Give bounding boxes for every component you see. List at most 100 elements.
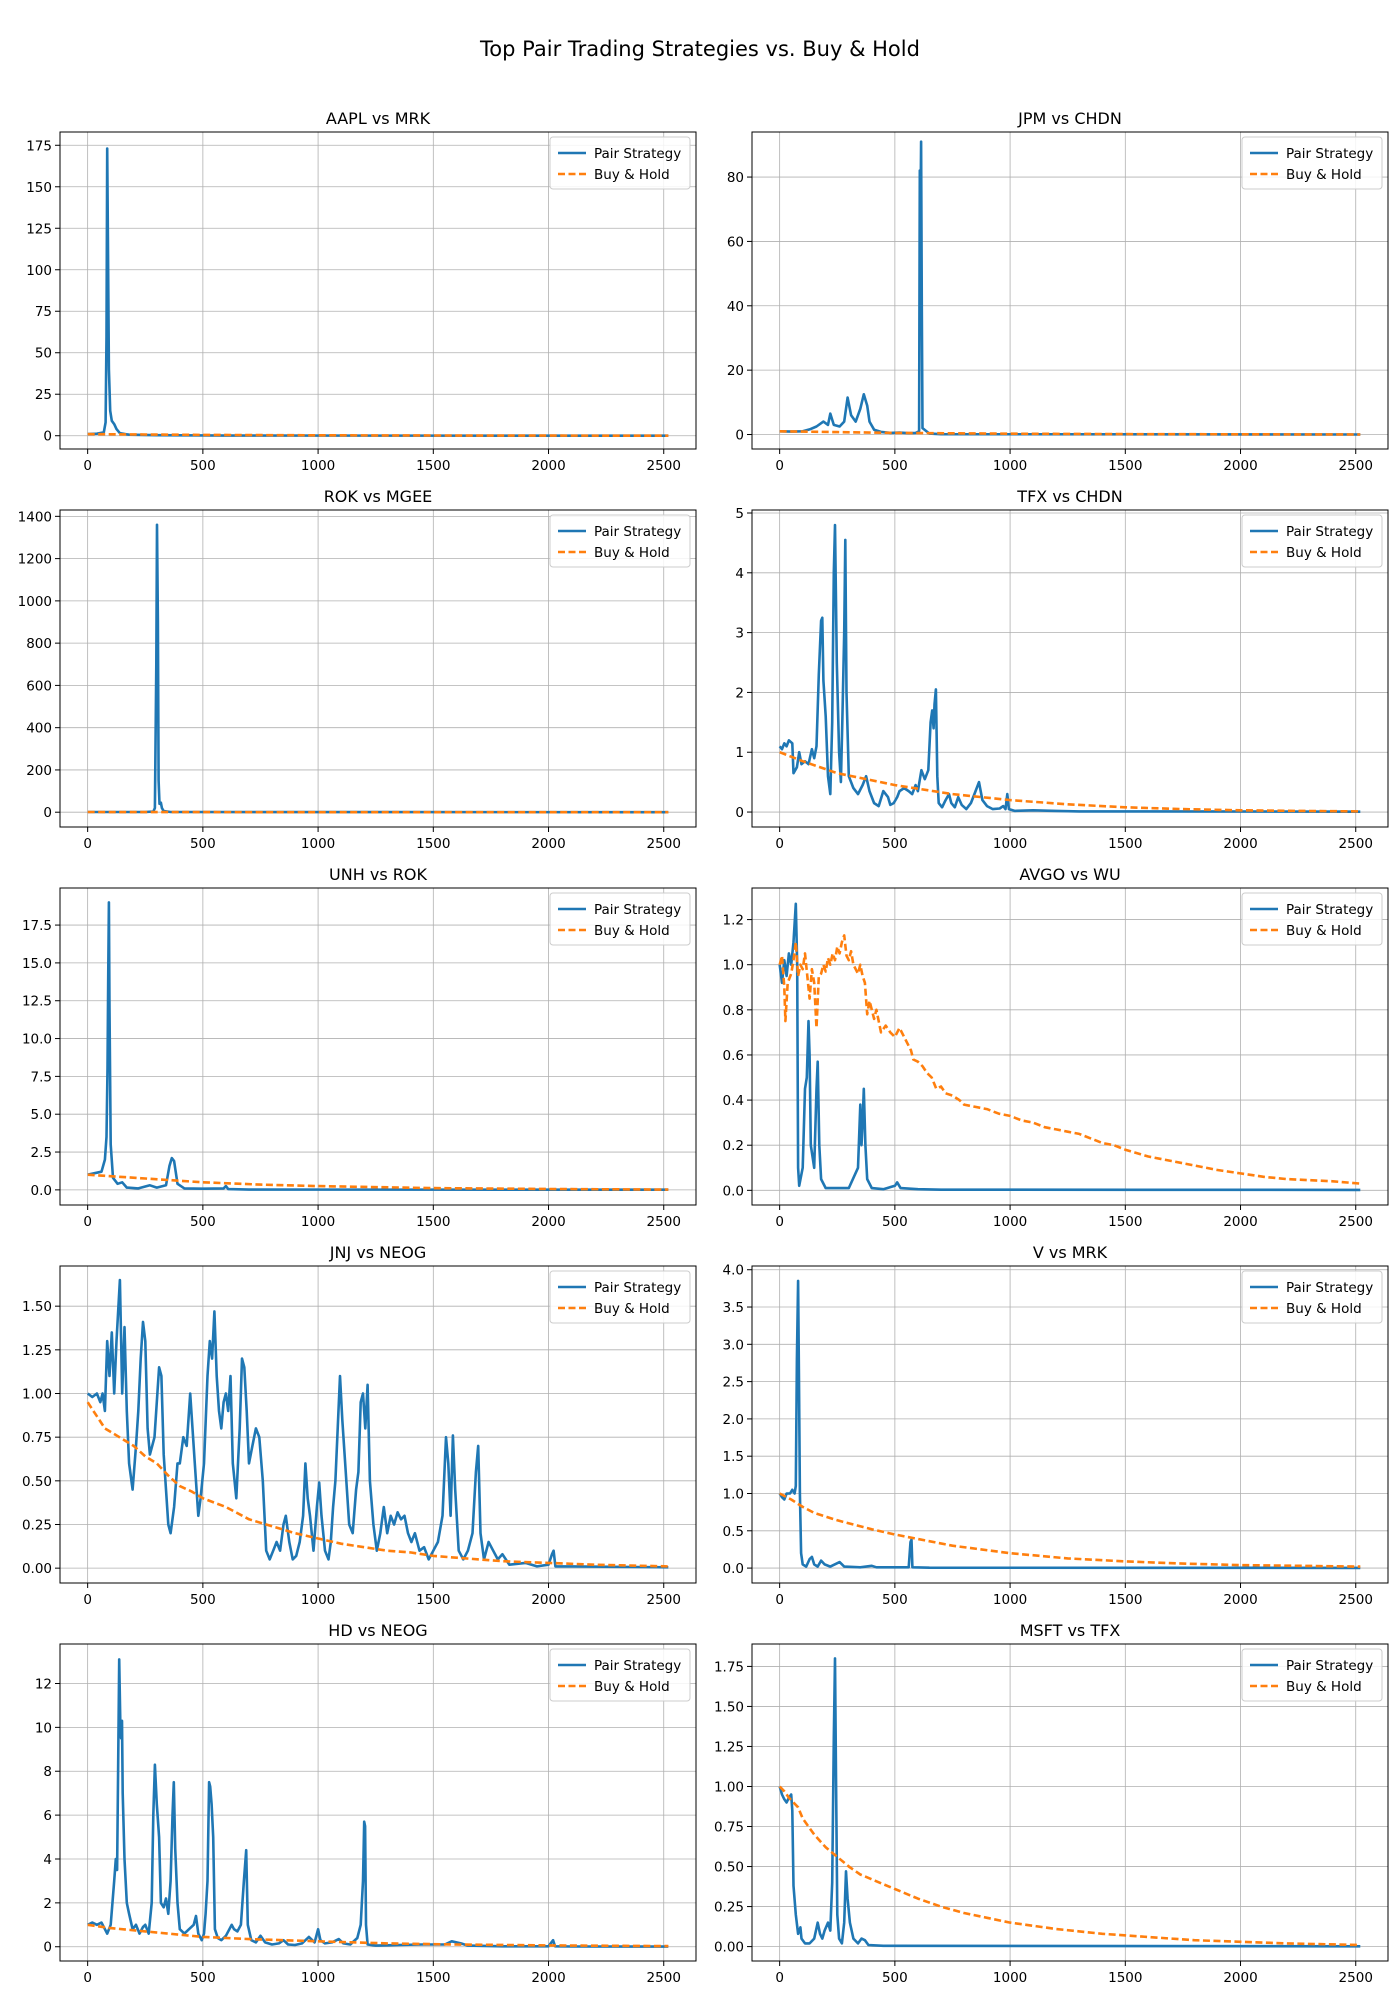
legend-label: Buy & Hold — [1286, 1679, 1362, 1695]
x-tick-label: 1000 — [993, 458, 1027, 474]
y-tick-label: 1.50 — [714, 1699, 744, 1715]
plot-frame — [751, 509, 1389, 828]
series-lines — [779, 140, 1361, 436]
legend: Pair Strategy Buy & Hold — [1241, 1648, 1383, 1702]
y-tick-label: 1.5 — [723, 1449, 744, 1465]
y-tick-label: 25 — [35, 387, 52, 403]
y-tick-label: 0 — [43, 1940, 52, 1956]
y-tick-label: 200 — [26, 763, 52, 779]
y-tick-label: 100 — [26, 263, 52, 279]
y-tick-label: 5 — [735, 506, 744, 522]
subplot-8: V vs MRK 0 500 1000 1500 2000 2500 0.0 0.5 1.0 1.5… — [723, 1243, 1389, 1608]
x-tick-label: 500 — [882, 458, 908, 474]
x-tick-label: 500 — [190, 458, 216, 474]
legend-label: Buy & Hold — [594, 1679, 670, 1695]
subplot-6: AVGO vs WU 0 500 1000 1500 2000 2500 0.0 0.2 0.4 0… — [723, 865, 1389, 1230]
legend-label: Pair Strategy — [594, 146, 681, 162]
subplot-1: AAPL vs MRK 0 500 1000 1500 2000 2500 0 25 50 75 10… — [26, 109, 697, 474]
y-tick-label: 75 — [35, 304, 52, 320]
y-tick-label: 800 — [26, 636, 52, 652]
x-tick-label: 2500 — [1339, 1970, 1373, 1986]
plot-frame — [751, 887, 1389, 1206]
x-tick-label: 2000 — [1223, 836, 1257, 852]
legend-label: Buy & Hold — [594, 1301, 670, 1317]
x-tick-label: 1000 — [301, 1970, 335, 1986]
legend-box — [549, 136, 691, 190]
y-tick-label: 1.00 — [22, 1386, 52, 1402]
x-tick-label: 2500 — [1339, 836, 1373, 852]
buy-hold-line — [778, 934, 1361, 1185]
x-tick-label: 0 — [83, 1214, 92, 1230]
subplot-2: JPM vs CHDN 0 500 1000 1500 2000 2500 0 20 40 60 80… — [727, 109, 1389, 474]
series-lines — [778, 1657, 1361, 1948]
y-tick-label: 20 — [727, 363, 744, 379]
x-tick-label: 2000 — [531, 458, 565, 474]
legend-label: Pair Strategy — [1286, 902, 1373, 918]
y-tick-label: 4 — [735, 566, 744, 582]
buy-hold-line — [87, 1923, 669, 1948]
legend-label: Buy & Hold — [1286, 545, 1362, 561]
gridlines — [60, 888, 696, 1205]
y-tick-label: 3.0 — [723, 1337, 744, 1353]
subplot-5: UNH vs ROK 0 500 1000 1500 2000 2500 0.0 2.5 5.0 7… — [22, 865, 697, 1230]
y-tick-label: 12.5 — [22, 994, 52, 1010]
x-tick-label: 500 — [190, 836, 216, 852]
x-tick-label: 1000 — [301, 836, 335, 852]
y-tick-label: 0.50 — [22, 1474, 52, 1490]
x-tick-label: 500 — [882, 1214, 908, 1230]
y-tick-label: 0.00 — [22, 1561, 52, 1577]
pair-strategy-line — [87, 901, 669, 1191]
y-tick-label: 0 — [735, 428, 744, 444]
buy-hold-line — [779, 1492, 1361, 1568]
x-tick-label: 0 — [83, 836, 92, 852]
pair-strategy-line — [778, 1279, 1361, 1570]
y-tick-label: 1.00 — [714, 1779, 744, 1795]
y-tick-label: 7.5 — [31, 1069, 52, 1085]
x-tick-label: 1500 — [416, 1592, 450, 1608]
y-tick-label: 0.5 — [723, 1524, 744, 1540]
plot-frame — [59, 131, 697, 450]
x-tick-label: 0 — [775, 1592, 784, 1608]
gridlines — [60, 1266, 696, 1583]
legend: Pair Strategy Buy & Hold — [549, 1270, 691, 1324]
y-tick-label: 0.6 — [723, 1048, 744, 1064]
y-tick-label: 0 — [43, 429, 52, 445]
x-tick-label: 2500 — [647, 1970, 681, 1986]
subplot-title: UNH vs ROK — [329, 865, 427, 884]
subplot-9: HD vs NEOG 0 500 1000 1500 2000 2500 0 2 4 6 8 10 12 P… — [35, 1621, 697, 1986]
x-tick-label: 0 — [83, 1592, 92, 1608]
y-tick-label: 17.5 — [22, 918, 52, 934]
y-tick-label: 175 — [26, 138, 52, 154]
legend: Pair Strategy Buy & Hold — [549, 1648, 691, 1702]
y-tick-label: 1400 — [18, 509, 52, 525]
series-lines — [86, 1278, 669, 1569]
y-tick-label: 12 — [35, 1676, 52, 1692]
x-tick-label: 2000 — [1223, 1970, 1257, 1986]
x-tick-label: 1000 — [301, 458, 335, 474]
subplot-4: TFX vs CHDN 0 500 1000 1500 2000 2500 0 1 2 3 4 5 Pai… — [735, 487, 1389, 852]
pair-strategy-line — [86, 1278, 669, 1569]
y-tick-label: 1.50 — [22, 1299, 52, 1315]
x-tick-label: 2000 — [531, 1592, 565, 1608]
y-tick-label: 6 — [43, 1808, 52, 1824]
y-tick-label: 1.0 — [723, 958, 744, 974]
buy-hold-line — [779, 430, 1361, 436]
y-tick-label: 4.0 — [723, 1263, 744, 1279]
y-tick-label: 40 — [727, 299, 744, 315]
x-tick-label: 1000 — [993, 1970, 1027, 1986]
x-tick-label: 1000 — [301, 1592, 335, 1608]
legend-box — [1241, 514, 1383, 568]
subplot-title: JNJ vs NEOG — [329, 1243, 426, 1262]
subplot-title: AVGO vs WU — [1019, 865, 1120, 884]
legend-label: Pair Strategy — [594, 902, 681, 918]
y-tick-label: 60 — [727, 234, 744, 250]
series-lines — [778, 902, 1361, 1192]
subplot-title: ROK vs MGEE — [324, 487, 433, 506]
y-tick-label: 1200 — [18, 552, 52, 568]
pair-strategy-line — [778, 523, 1361, 813]
legend: Pair Strategy Buy & Hold — [1241, 514, 1383, 568]
subplot-7: JNJ vs NEOG 0 500 1000 1500 2000 2500 0.00 0.25 0… — [22, 1243, 697, 1608]
series-lines — [778, 523, 1361, 813]
